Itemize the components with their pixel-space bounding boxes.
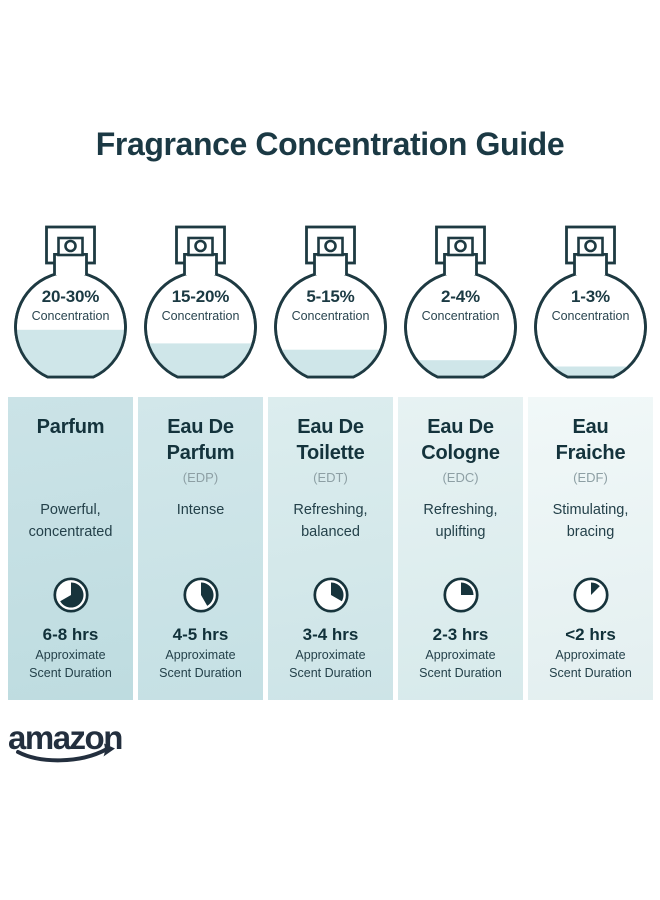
duration-note: Approximate Scent Duration <box>159 648 242 680</box>
clock-icon <box>572 577 609 613</box>
fragrance-card: Eau De Parfum (EDP) Intense 4-5 hrs Appro… <box>138 397 263 700</box>
fragrance-abbreviation: (EDP) <box>182 470 219 485</box>
fragrance-card: Eau De Cologne (EDC) Refreshing, uplifting… <box>398 397 523 700</box>
clock-icon <box>312 577 349 613</box>
page-title: Fragrance Concentration Guide <box>95 126 565 162</box>
bottle-icon <box>144 225 257 379</box>
fragrance-abbreviation: (EDC) <box>442 470 479 485</box>
bottle-liquid <box>535 366 646 377</box>
fragrance-name: Eau De Parfum <box>166 416 235 464</box>
amazon-logo: amazon <box>8 719 124 763</box>
fragrance-name: Eau De Toilette <box>296 416 365 464</box>
duration-value: 6-8 hrs <box>42 625 99 644</box>
bottle-label: 20-30% Concentration <box>8 287 133 323</box>
clock-wedge <box>590 582 600 595</box>
bottle-label: 1-3% Concentration <box>528 287 653 323</box>
concentration-value: 20-30% <box>41 287 100 306</box>
perfume-bottle: 1-3% Concentration <box>528 225 653 397</box>
bottle-label: 2-4% Concentration <box>398 287 523 323</box>
fragrance-abbreviation: (EDT) <box>313 470 348 485</box>
clock-icon <box>182 577 219 613</box>
bottle-label: 5-15% Concentration <box>268 287 393 323</box>
clock-icon <box>442 577 479 613</box>
fragrance-name: Eau Fraiche <box>555 416 626 464</box>
fragrance-description: Stimulating, bracing <box>552 502 629 540</box>
duration-value: 2-3 hrs <box>432 625 489 644</box>
fragrance-card: Parfum Powerful, concentrated 6-8 hrs App… <box>8 397 133 700</box>
perfume-bottle: 20-30% Concentration <box>8 225 133 397</box>
bottle-icon <box>14 225 127 379</box>
columns-row: 20-30% Concentration Parfum Powerful, con… <box>8 225 653 700</box>
bottle-liquid <box>145 343 256 377</box>
duration-note: Approximate Scent Duration <box>549 648 632 680</box>
fragrance-column: 2-4% Concentration Eau De Cologne (EDC) R… <box>398 225 523 700</box>
perfume-bottle: 2-4% Concentration <box>398 225 523 397</box>
concentration-label: Concentration <box>421 309 500 323</box>
duration-value: <2 hrs <box>565 625 616 644</box>
fragrance-abbreviation: (EDF) <box>573 470 608 485</box>
clock-wedge <box>460 582 473 595</box>
concentration-value: 15-20% <box>171 287 230 306</box>
concentration-value: 5-15% <box>306 287 355 306</box>
bottle-icon <box>534 225 647 379</box>
perfume-bottle: 15-20% Concentration <box>138 225 263 397</box>
bottle-liquid <box>275 349 386 377</box>
fragrance-column: 15-20% Concentration Eau De Parfum (EDP) … <box>138 225 263 700</box>
fragrance-description: Refreshing, uplifting <box>423 502 498 540</box>
perfume-bottle: 5-15% Concentration <box>268 225 393 397</box>
concentration-value: 2-4% <box>441 287 480 306</box>
fragrance-description: Intense <box>176 502 225 518</box>
clock-wedge <box>330 582 344 602</box>
duration-value: 3-4 hrs <box>302 625 359 644</box>
fragrance-name: Parfum <box>36 416 105 438</box>
fragrance-card: Eau Fraiche (EDF) Stimulating, bracing <2 … <box>528 397 653 700</box>
fragrance-column: 20-30% Concentration Parfum Powerful, con… <box>8 225 133 700</box>
fragrance-description: Powerful, concentrated <box>28 502 113 540</box>
bottle-liquid <box>405 360 516 377</box>
duration-value: 4-5 hrs <box>172 625 229 644</box>
fragrance-card: Eau De Toilette (EDT) Refreshing, balanced… <box>268 397 393 700</box>
concentration-label: Concentration <box>31 309 110 323</box>
concentration-label: Concentration <box>551 309 630 323</box>
concentration-label: Concentration <box>161 309 240 323</box>
fragrance-column: 1-3% Concentration Eau Fraiche (EDF) Stim… <box>528 225 653 700</box>
bottle-icon <box>274 225 387 379</box>
concentration-label: Concentration <box>291 309 370 323</box>
fragrance-description: Refreshing, balanced <box>293 502 368 540</box>
concentration-value: 1-3% <box>571 287 610 306</box>
duration-note: Approximate Scent Duration <box>29 648 112 680</box>
clock-wedge <box>59 582 83 608</box>
fragrance-name: Eau De Cologne <box>421 416 500 464</box>
duration-note: Approximate Scent Duration <box>419 648 502 680</box>
amazon-smile-icon <box>16 747 108 763</box>
clock-icon <box>52 577 89 613</box>
fragrance-column: 5-15% Concentration Eau De Toilette (EDT)… <box>268 225 393 700</box>
clock-wedge <box>200 582 214 606</box>
amazon-smile-arrow-icon <box>103 743 115 757</box>
bottle-label: 15-20% Concentration <box>138 287 263 323</box>
duration-note: Approximate Scent Duration <box>289 648 372 680</box>
bottle-icon <box>404 225 517 379</box>
